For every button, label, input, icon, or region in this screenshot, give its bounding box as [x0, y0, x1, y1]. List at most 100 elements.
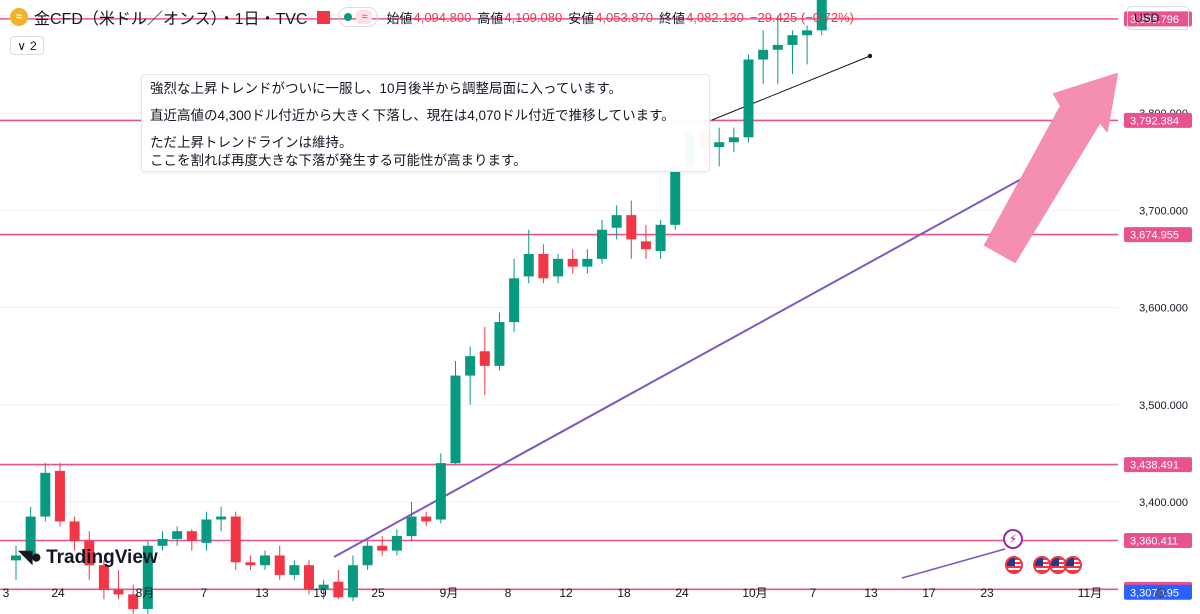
tradingview-logo[interactable]: ◥● TradingView: [18, 546, 158, 569]
candle[interactable]: [69, 516, 80, 551]
candle[interactable]: [772, 15, 783, 84]
candle[interactable]: [421, 511, 432, 527]
candle[interactable]: [333, 570, 344, 600]
candle[interactable]: [40, 463, 51, 522]
candle[interactable]: [113, 570, 124, 600]
candle-body: [84, 540, 95, 566]
note-line-1: 強烈な上昇トレンドがついに一服し、10月後半から調整局面に入っています。: [150, 81, 622, 96]
candle[interactable]: [582, 249, 593, 274]
candle[interactable]: [435, 453, 446, 524]
candles: [11, 0, 827, 614]
high-value: 4,109.080: [504, 9, 563, 25]
candle[interactable]: [84, 531, 95, 580]
candle[interactable]: [538, 244, 549, 284]
chevron-down-icon: ∨: [17, 38, 27, 53]
flash-icon[interactable]: ⚡: [1003, 529, 1023, 549]
candle[interactable]: [304, 560, 314, 595]
candle[interactable]: [728, 127, 739, 152]
candle[interactable]: [597, 219, 607, 264]
x-tick-label: 18: [617, 586, 631, 600]
candle[interactable]: [553, 254, 564, 284]
price-tag[interactable]: 3,360.411: [1124, 533, 1192, 549]
candle[interactable]: [802, 25, 813, 65]
up-arrow-shape: [984, 73, 1118, 263]
candle[interactable]: [157, 531, 168, 551]
us-flag-icon[interactable]: [1064, 556, 1082, 574]
candle[interactable]: [787, 30, 798, 75]
symbol-title[interactable]: 金CFD（米ドル／オンス）・1日・TVC: [34, 11, 308, 28]
flag-icon[interactable]: [317, 10, 331, 24]
price-tag-bg: [1124, 227, 1192, 243]
up-arrow-icon[interactable]: [984, 73, 1118, 263]
price-tag-bg: [1124, 11, 1192, 27]
candle[interactable]: [172, 526, 183, 546]
open-label: 始値: [386, 10, 413, 26]
us-flag-icon[interactable]: [1005, 556, 1023, 574]
candle[interactable]: [142, 540, 153, 614]
price-axis[interactable]: 3,400.0003,500.0003,600.0003,700.0003,80…: [1124, 0, 1192, 600]
candle[interactable]: [494, 312, 505, 371]
annotation-note[interactable]: 強烈な上昇トレンドがついに一服し、10月後半から調整局面に入っています。 直近高…: [141, 74, 710, 172]
indicator-collapse-button[interactable]: ∨ 2: [10, 36, 44, 55]
price-tag[interactable]: 3,896.796: [1124, 11, 1192, 27]
candle[interactable]: [260, 550, 271, 571]
change-value: −29.425 (−0.72%): [749, 9, 854, 25]
x-tick-label: 23: [980, 586, 994, 600]
candle[interactable]: [743, 54, 754, 143]
candle[interactable]: [362, 540, 373, 571]
candle-body: [391, 536, 402, 551]
note-line-3: ただ上昇トレンドラインは維持。: [150, 135, 353, 150]
candle[interactable]: [465, 346, 476, 405]
price-tag[interactable]: 3,438.491: [1124, 457, 1192, 473]
candle[interactable]: [670, 161, 681, 230]
candle[interactable]: [479, 326, 490, 396]
x-tick-label: 13: [255, 586, 269, 600]
price-tag-bg: [1124, 112, 1192, 128]
candle[interactable]: [611, 205, 622, 240]
candle[interactable]: [274, 545, 285, 580]
candle[interactable]: [816, 0, 827, 36]
candle[interactable]: [523, 229, 534, 284]
candle[interactable]: [230, 511, 241, 571]
currency-button[interactable]: USD: [1127, 6, 1189, 30]
candle[interactable]: [318, 579, 329, 600]
candle[interactable]: [128, 584, 139, 614]
candle[interactable]: [245, 555, 256, 571]
candle[interactable]: [201, 511, 212, 551]
gear-icon[interactable]: ⚙: [1154, 585, 1168, 602]
candle-body: [479, 351, 490, 366]
candle-body: [318, 584, 329, 590]
candle[interactable]: [98, 560, 109, 600]
candle[interactable]: [640, 224, 651, 259]
price-tag[interactable]: 3,792.384: [1124, 112, 1192, 128]
candle[interactable]: [626, 200, 637, 259]
candle[interactable]: [216, 506, 227, 532]
candle[interactable]: [406, 502, 417, 541]
candle[interactable]: [289, 560, 300, 580]
time-axis[interactable]: 3 24 8月 7 13 19 25 9月 8 12 18 24 10月 7 13 17 23 11月: [3, 586, 1103, 600]
uptrend-line-projection[interactable]: [901, 548, 1006, 579]
candle[interactable]: [655, 219, 666, 259]
candle[interactable]: [391, 529, 402, 556]
candle[interactable]: [509, 258, 520, 332]
candle[interactable]: [54, 463, 65, 527]
candle[interactable]: [25, 506, 36, 561]
price-tag-bg: [1124, 457, 1192, 473]
uptrend-line[interactable]: [333, 176, 1026, 558]
status-pill[interactable]: ≈: [338, 7, 379, 27]
candle[interactable]: [186, 529, 197, 551]
candle[interactable]: [450, 360, 461, 466]
candle[interactable]: [567, 249, 578, 274]
candle[interactable]: [714, 127, 725, 167]
y-tick-label: 3,700.000: [1139, 205, 1188, 217]
candle[interactable]: [347, 555, 358, 602]
price-tag[interactable]: 3,674.955: [1124, 227, 1192, 243]
close-label: 終値: [659, 10, 686, 26]
candle[interactable]: [377, 536, 388, 556]
note-pointer-line[interactable]: [711, 55, 871, 121]
candle[interactable]: [11, 545, 21, 580]
candle-body: [406, 516, 417, 537]
price-tag[interactable]: 3,307.195: [1124, 584, 1192, 600]
candle[interactable]: [758, 30, 769, 84]
